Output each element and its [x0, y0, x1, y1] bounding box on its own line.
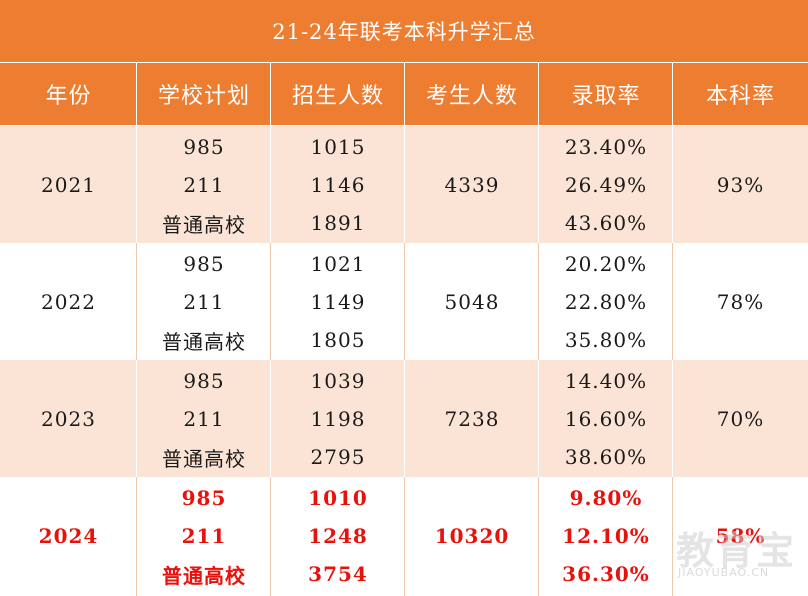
school-cell: 211: [183, 407, 225, 431]
undergrad-rate-cell: 78%: [716, 289, 765, 314]
year-cell: 2024: [38, 523, 99, 548]
header-year: 年份: [45, 84, 92, 109]
enrolled-cell: 1021: [310, 252, 366, 276]
candidates-cell: 10320: [434, 523, 510, 548]
candidates-cell: 4339: [444, 172, 500, 197]
candidates-cell: 7238: [444, 406, 500, 431]
enrolled-cell: 1010: [308, 486, 368, 510]
header-divider: [538, 63, 539, 125]
candidates-cell: 5048: [444, 289, 500, 314]
enrolled-cell: 1015: [310, 135, 366, 159]
column-divider: [672, 477, 673, 596]
enrolled-cell: 1149: [310, 290, 366, 314]
enrolled-cell: 1248: [308, 524, 368, 548]
column-divider: [538, 360, 539, 477]
table-row-2021: 2021 985 211 普通高校 1015 1146 1891 4339 23…: [0, 126, 808, 243]
rate-cell: 22.80%: [564, 290, 648, 314]
school-cell: 普通高校: [162, 563, 246, 588]
enrolled-cell: 1039: [310, 369, 366, 393]
rate-cell: 38.60%: [564, 445, 648, 469]
rate-cell: 26.49%: [564, 173, 648, 197]
school-cell: 211: [183, 173, 225, 197]
school-cell: 985: [183, 369, 225, 393]
column-divider: [136, 243, 137, 360]
enrolled-cell: 1805: [310, 328, 366, 352]
column-divider: [136, 477, 137, 596]
table-header: 年份 学校计划 招生人数 考生人数 录取率 本科率: [0, 63, 808, 125]
column-divider: [404, 126, 405, 243]
school-cell: 985: [183, 135, 225, 159]
column-divider: [270, 243, 271, 360]
rate-cell: 23.40%: [564, 135, 648, 159]
header-candidates: 考生人数: [425, 84, 518, 109]
header-divider: [672, 63, 673, 125]
table-title: 21-24年联考本科升学汇总: [0, 0, 808, 62]
enrolled-cell: 1146: [310, 173, 366, 197]
rate-cell: 43.60%: [564, 211, 648, 235]
rate-cell: 9.80%: [569, 486, 643, 510]
column-divider: [404, 243, 405, 360]
column-divider: [270, 477, 271, 596]
school-cell: 985: [183, 252, 225, 276]
school-cell: 普通高校: [162, 329, 246, 354]
enrolled-cell: 2795: [310, 445, 366, 469]
school-cell: 211: [181, 524, 227, 548]
rate-cell: 12.10%: [562, 524, 650, 548]
column-divider: [136, 360, 137, 477]
table-row-2024: 2024 985 211 普通高校 1010 1248 3754 10320 9…: [0, 477, 808, 596]
column-divider: [136, 126, 137, 243]
undergrad-rate-cell: 93%: [716, 172, 765, 197]
enrolled-cell: 1891: [310, 211, 366, 235]
header-divider: [270, 63, 271, 125]
table-row-2022: 2022 985 211 普通高校 1021 1149 1805 5048 20…: [0, 243, 808, 360]
undergrad-rate-cell: 58%: [715, 523, 766, 548]
column-divider: [404, 477, 405, 596]
enrolled-cell: 1198: [310, 407, 366, 431]
header-divider: [404, 63, 405, 125]
column-divider: [672, 360, 673, 477]
school-cell: 211: [183, 290, 225, 314]
column-divider: [538, 126, 539, 243]
school-cell: 普通高校: [162, 212, 246, 237]
header-enrolled: 招生人数: [291, 84, 384, 109]
column-divider: [672, 126, 673, 243]
header-admission-rate: 录取率: [571, 84, 641, 109]
column-divider: [404, 360, 405, 477]
year-cell: 2023: [41, 406, 96, 431]
header-undergrad-rate: 本科率: [705, 84, 775, 109]
rate-cell: 16.60%: [564, 407, 648, 431]
column-divider: [538, 243, 539, 360]
column-divider: [270, 360, 271, 477]
header-divider: [136, 63, 137, 125]
year-cell: 2022: [41, 289, 96, 314]
column-divider: [538, 477, 539, 596]
enrolled-cell: 3754: [308, 562, 368, 586]
rate-cell: 14.40%: [564, 369, 648, 393]
column-divider: [270, 126, 271, 243]
school-cell: 985: [181, 486, 227, 510]
school-cell: 普通高校: [162, 446, 246, 471]
rate-cell: 36.30%: [562, 562, 650, 586]
header-school-plan: 学校计划: [157, 84, 250, 109]
table-row-2023: 2023 985 211 普通高校 1039 1198 2795 7238 14…: [0, 360, 808, 477]
column-divider: [672, 243, 673, 360]
rate-cell: 35.80%: [564, 328, 648, 352]
undergrad-rate-cell: 70%: [716, 406, 765, 431]
year-cell: 2021: [41, 172, 96, 197]
rate-cell: 20.20%: [564, 252, 648, 276]
